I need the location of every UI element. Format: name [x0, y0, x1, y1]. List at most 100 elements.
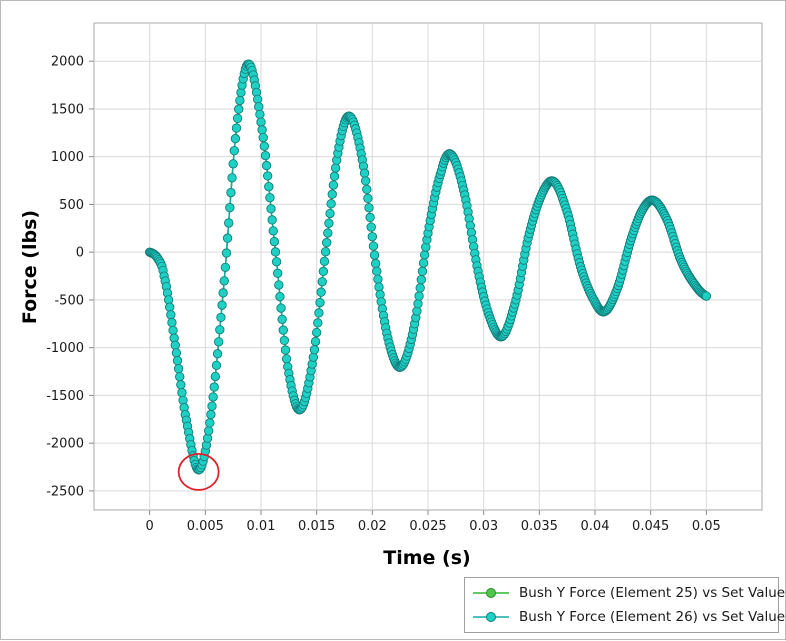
data-point	[228, 159, 238, 169]
grid-lines	[94, 23, 762, 510]
data-point	[313, 318, 323, 328]
x-tick-label: 0	[146, 519, 154, 534]
x-axis-ticks: 0 0.005 0.01 0.015 0.02 0.025 0.03 0.035 0.04 0.0…	[146, 510, 721, 534]
data-point	[277, 314, 287, 324]
marker-group-element-26	[145, 59, 711, 475]
data-point	[316, 287, 326, 297]
y-tick-label: -1000	[46, 341, 84, 356]
data-point	[273, 268, 283, 278]
x-tick-label: 0.01	[247, 519, 276, 534]
data-point	[415, 283, 425, 293]
data-point	[367, 232, 377, 242]
data-point	[217, 300, 227, 310]
data-point	[314, 308, 324, 318]
data-point	[309, 345, 320, 355]
data-point	[329, 171, 340, 181]
data-point	[176, 380, 186, 390]
data-point	[308, 352, 318, 362]
data-point	[373, 274, 383, 284]
data-point	[414, 291, 424, 301]
data-point	[209, 382, 219, 392]
data-point	[174, 364, 184, 374]
data-point	[417, 266, 428, 276]
data-point	[324, 218, 334, 228]
y-axis-ticks: -2500 -2000 -1500 -1000 -500 0 500 1000 1500 2000	[46, 55, 94, 499]
data-point	[330, 163, 341, 173]
data-point	[211, 360, 222, 370]
data-point	[231, 123, 242, 133]
data-point	[218, 288, 228, 298]
y-tick-label: 0	[76, 246, 84, 261]
data-point	[254, 102, 264, 112]
y-tick-label: -2500	[46, 484, 84, 499]
legend-label-element-25: Bush Y Force (Element 25) vs Set Value	[519, 585, 786, 601]
data-point	[165, 302, 175, 312]
y-tick-label: -500	[54, 293, 84, 308]
data-point	[221, 248, 232, 258]
x-axis-title: Time (s)	[383, 547, 470, 569]
data-point	[310, 336, 321, 347]
data-point	[315, 298, 325, 308]
legend-entry-element-26[interactable]: Bush Y Force (Element 26) vs Set Value	[471, 606, 785, 628]
data-point	[216, 312, 226, 323]
data-point	[361, 176, 371, 186]
data-point	[328, 180, 338, 190]
data-point	[259, 141, 269, 151]
y-tick-label: 500	[59, 198, 84, 213]
y-tick-label: -1500	[46, 389, 84, 404]
data-point	[175, 372, 185, 382]
data-point	[226, 187, 236, 198]
chart-legend: Bush Y Force (Element 25) vs Set Value B…	[464, 577, 785, 633]
data-point	[416, 275, 426, 285]
x-tick-label: 0.015	[298, 519, 335, 534]
data-point	[318, 266, 328, 276]
data-point	[418, 258, 429, 268]
series-markers	[145, 59, 711, 475]
data-point	[235, 95, 245, 106]
data-point	[327, 189, 337, 199]
data-point	[269, 236, 279, 247]
data-point	[166, 310, 176, 320]
data-point	[270, 247, 281, 257]
data-point	[210, 371, 220, 382]
data-point	[413, 299, 423, 309]
x-tick-label: 0.03	[469, 519, 498, 534]
data-point	[317, 277, 327, 287]
data-point	[212, 349, 223, 359]
data-point	[205, 418, 215, 428]
x-tick-label: 0.05	[692, 519, 721, 534]
data-point	[177, 388, 187, 398]
data-point	[320, 247, 331, 257]
x-tick-label: 0.04	[581, 519, 610, 534]
data-point	[362, 184, 372, 194]
x-tick-label: 0.035	[521, 519, 558, 534]
data-point	[208, 392, 218, 402]
x-tick-label: 0.045	[632, 519, 669, 534]
data-point	[420, 250, 430, 260]
y-tick-label: -2000	[46, 437, 84, 452]
legend-label-element-26: Bush Y Force (Element 26) vs Set Value	[519, 609, 786, 625]
data-point	[258, 132, 268, 143]
legend-entry-element-25[interactable]: Bush Y Force (Element 25) vs Set Value	[471, 582, 785, 604]
data-point	[220, 262, 230, 272]
data-point	[276, 303, 286, 313]
data-point	[371, 258, 381, 269]
data-point	[206, 409, 216, 420]
data-point	[279, 335, 289, 346]
data-point	[234, 104, 244, 114]
data-point	[264, 182, 274, 192]
data-point	[363, 193, 373, 203]
data-point	[204, 426, 214, 436]
data-point	[256, 117, 266, 127]
data-point	[278, 325, 288, 335]
data-point	[372, 266, 382, 276]
data-point	[359, 168, 370, 178]
data-point	[282, 354, 292, 364]
data-point	[280, 345, 291, 355]
data-point	[202, 433, 213, 443]
x-tick-label: 0.02	[358, 519, 387, 534]
data-point	[172, 356, 183, 366]
x-tick-label: 0.025	[409, 519, 446, 534]
data-point	[267, 215, 277, 225]
data-point	[266, 204, 276, 214]
